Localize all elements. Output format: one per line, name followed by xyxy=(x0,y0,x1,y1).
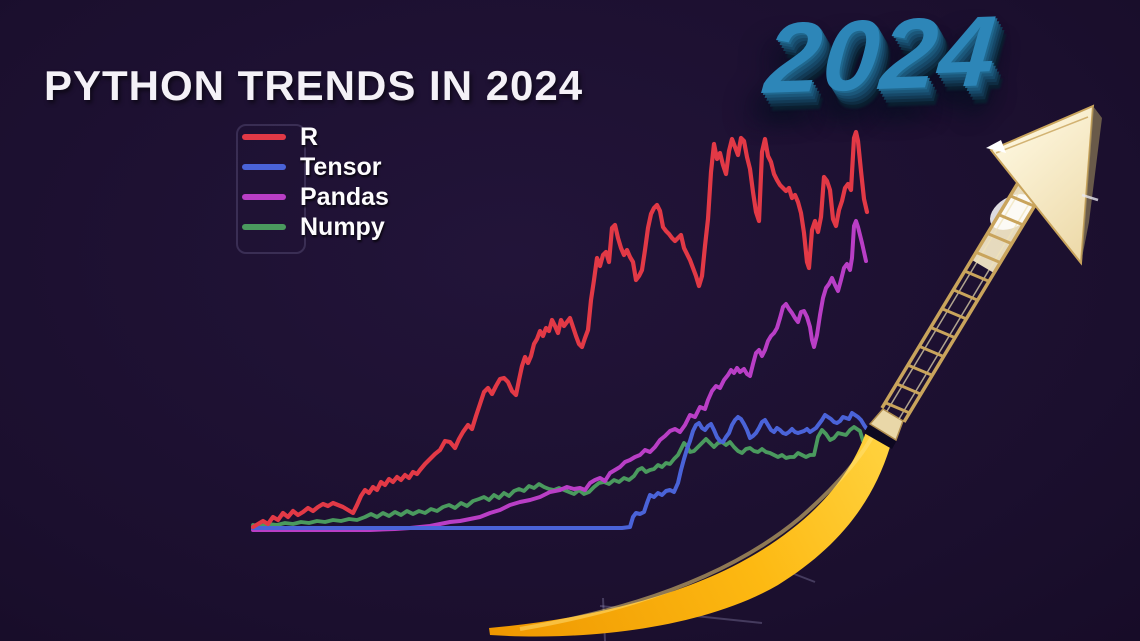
legend-label: Tensor xyxy=(300,152,382,181)
ladder-rung xyxy=(953,288,978,302)
arrowhead-white-sliver xyxy=(986,140,1006,153)
ladder-rung xyxy=(931,326,955,339)
arrow-junction-band xyxy=(864,424,897,449)
trend-line-pandas xyxy=(251,219,868,532)
legend: R Tensor Pandas Numpy xyxy=(236,122,389,254)
arrowhead-seam xyxy=(995,116,1089,154)
ladder-rung xyxy=(919,345,944,358)
ladder-rung xyxy=(942,307,966,320)
ladder-rung xyxy=(965,270,989,283)
legend-label: Pandas xyxy=(300,182,389,211)
ladder-rung xyxy=(976,251,1000,264)
legend-label: R xyxy=(300,122,319,151)
page-title: PYTHON TRENDS IN 2024 xyxy=(44,62,584,110)
small-white-dash xyxy=(1081,193,1099,202)
legend-swatch xyxy=(242,194,286,200)
legend-frame xyxy=(236,124,306,254)
ladder-rungs xyxy=(885,176,1046,414)
ladder-arrow xyxy=(864,104,1102,449)
legend-item-numpy: Numpy xyxy=(236,212,389,242)
trend-line-tensor xyxy=(251,411,868,530)
ladder-rung xyxy=(908,364,932,377)
trend-line-numpy xyxy=(251,425,868,528)
trend-line-r xyxy=(250,129,870,530)
arrowhead-shade-edge xyxy=(1081,106,1102,263)
legend-item-r: R xyxy=(236,122,389,152)
ladder-rung xyxy=(897,382,921,396)
ladder-rung xyxy=(885,401,910,414)
ladder-rung xyxy=(987,232,1012,245)
ladder-rung xyxy=(1010,194,1034,208)
legend-item-tensor: Tensor xyxy=(236,152,389,182)
trend-lines xyxy=(250,129,870,532)
legend-swatch xyxy=(242,134,286,140)
legend-swatch xyxy=(242,224,286,230)
growth-swoosh xyxy=(489,426,890,637)
legend-swatch xyxy=(242,164,286,170)
legend-item-pandas: Pandas xyxy=(236,182,389,212)
ladder-rung xyxy=(999,213,1023,226)
legend-label: Numpy xyxy=(300,212,385,241)
